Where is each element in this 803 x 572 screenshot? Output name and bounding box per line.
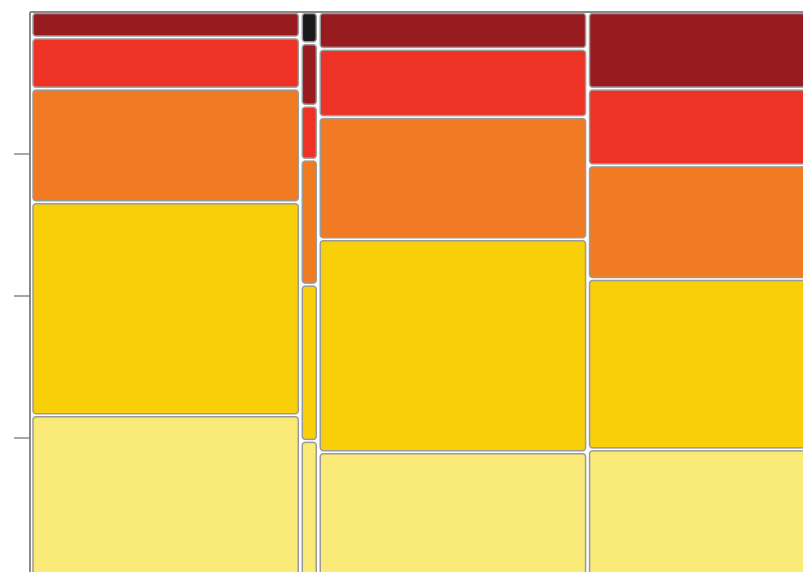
mosaic-tile xyxy=(32,38,300,88)
mosaic-tile xyxy=(319,12,587,49)
mosaic-tile xyxy=(301,441,318,572)
mosaic-tile xyxy=(319,452,587,572)
mosaic-tile xyxy=(319,117,587,239)
mosaic-tile xyxy=(32,12,300,37)
mosaic-tile xyxy=(588,279,803,449)
mosaic-tile xyxy=(301,285,318,441)
mosaic-tile xyxy=(32,89,300,202)
mosaic-tile xyxy=(588,450,803,572)
mosaic-tile xyxy=(32,203,300,415)
mosaic-tile xyxy=(319,239,587,452)
mosaic-tile xyxy=(588,12,803,88)
mosaic-tile xyxy=(301,12,318,43)
mosaic-tile xyxy=(301,160,318,284)
mosaic-tile xyxy=(588,166,803,279)
mosaic-tile xyxy=(301,43,318,105)
mosaic-tile xyxy=(32,416,300,572)
mosaic-tile xyxy=(301,106,318,159)
mosaic-tile xyxy=(588,89,803,165)
mosaic-tile xyxy=(319,49,587,117)
